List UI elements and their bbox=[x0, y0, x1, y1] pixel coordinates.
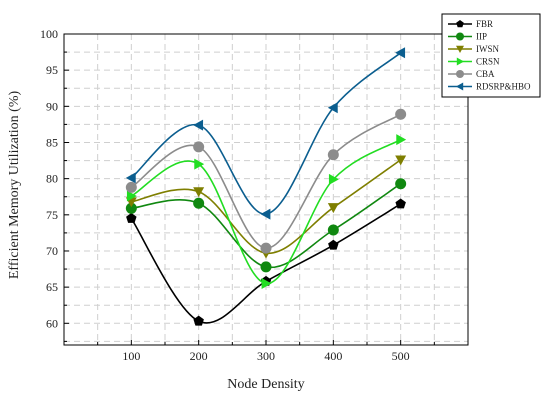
axes: 100 200 300 400 500 60 65 70 75 80 85 90 95 100 bbox=[40, 27, 469, 363]
legend-marker-crsn bbox=[456, 57, 464, 66]
x-tick-label: 400 bbox=[324, 349, 342, 363]
series-iip bbox=[125, 178, 407, 273]
x-tick-label: 500 bbox=[392, 349, 410, 363]
data-point-iwsn bbox=[395, 155, 407, 166]
data-point-rdsrp-hbo bbox=[260, 208, 271, 220]
legend-box bbox=[441, 13, 541, 98]
series-crsn bbox=[126, 134, 407, 290]
legend-marker-cba bbox=[456, 70, 464, 78]
y-tick-label: 70 bbox=[46, 244, 58, 258]
data-point-crsn bbox=[396, 134, 407, 146]
data-point-cba bbox=[125, 181, 137, 193]
legend-marker-fbr bbox=[456, 20, 464, 28]
legend-marker-rdsrp-hbo bbox=[456, 82, 464, 91]
data-point-rdsrp-hbo bbox=[125, 172, 136, 184]
data-point-iwsn bbox=[327, 203, 339, 214]
data-point-fbr bbox=[395, 198, 406, 209]
grid bbox=[64, 33, 468, 345]
y-tick-label: 95 bbox=[46, 63, 58, 77]
y-tick-label: 65 bbox=[46, 280, 58, 294]
data-point-crsn bbox=[126, 190, 137, 202]
legend-marker-iwsn bbox=[456, 45, 464, 53]
legend: FBR IIP IWSN CRSN CBA RDSRP&HBO bbox=[441, 13, 541, 98]
data-point-rdsrp-hbo bbox=[193, 119, 204, 131]
data-point-fbr bbox=[328, 239, 339, 250]
data-point-cba bbox=[193, 141, 205, 153]
data-point-iip bbox=[395, 178, 407, 190]
x-tick-label: 300 bbox=[257, 349, 275, 363]
data-point-crsn bbox=[328, 173, 339, 185]
series-cba bbox=[125, 108, 407, 254]
y-tick-label: 80 bbox=[46, 172, 58, 186]
series-rdsrp-hbo bbox=[125, 47, 406, 220]
data-point-fbr bbox=[126, 212, 137, 223]
legend-label-cba: CBA bbox=[476, 69, 495, 79]
data-point-cba bbox=[260, 242, 272, 254]
y-tick-label: 100 bbox=[40, 27, 58, 41]
data-point-rdsrp-hbo bbox=[327, 102, 338, 114]
data-point-crsn bbox=[194, 158, 205, 170]
data-point-cba bbox=[327, 149, 339, 161]
y-axis-title: Efficient Memory Utilization (%) bbox=[7, 91, 22, 280]
y-tick-label: 90 bbox=[46, 99, 58, 113]
x-tick-label: 100 bbox=[122, 349, 140, 363]
y-tick-label: 60 bbox=[46, 316, 58, 330]
legend-label-iip: IIP bbox=[476, 32, 487, 42]
x-axis-title: Node Density bbox=[227, 377, 304, 392]
data-point-iip bbox=[125, 202, 137, 214]
data-point-iip bbox=[193, 197, 205, 209]
legend-label-iwsn: IWSN bbox=[476, 44, 499, 54]
data-point-rdsrp-hbo bbox=[395, 47, 406, 59]
data-point-iwsn bbox=[193, 187, 205, 198]
legend-label-fbr: FBR bbox=[476, 19, 493, 29]
y-tick-label: 85 bbox=[46, 135, 58, 149]
data-point-crsn bbox=[261, 278, 272, 290]
series-group bbox=[125, 47, 407, 326]
data-point-cba bbox=[395, 108, 407, 120]
x-tick-label: 200 bbox=[190, 349, 208, 363]
legend-label-rdsrp-hbo: RDSRP&HBO bbox=[476, 82, 531, 92]
legend-marker-iip bbox=[456, 32, 464, 41]
data-point-fbr bbox=[193, 315, 204, 326]
data-point-iip bbox=[260, 261, 272, 273]
legend-label-crsn: CRSN bbox=[476, 57, 500, 67]
y-tick-label: 75 bbox=[46, 208, 58, 222]
series-line-fbr bbox=[130, 203, 402, 324]
data-point-iip bbox=[327, 224, 339, 236]
